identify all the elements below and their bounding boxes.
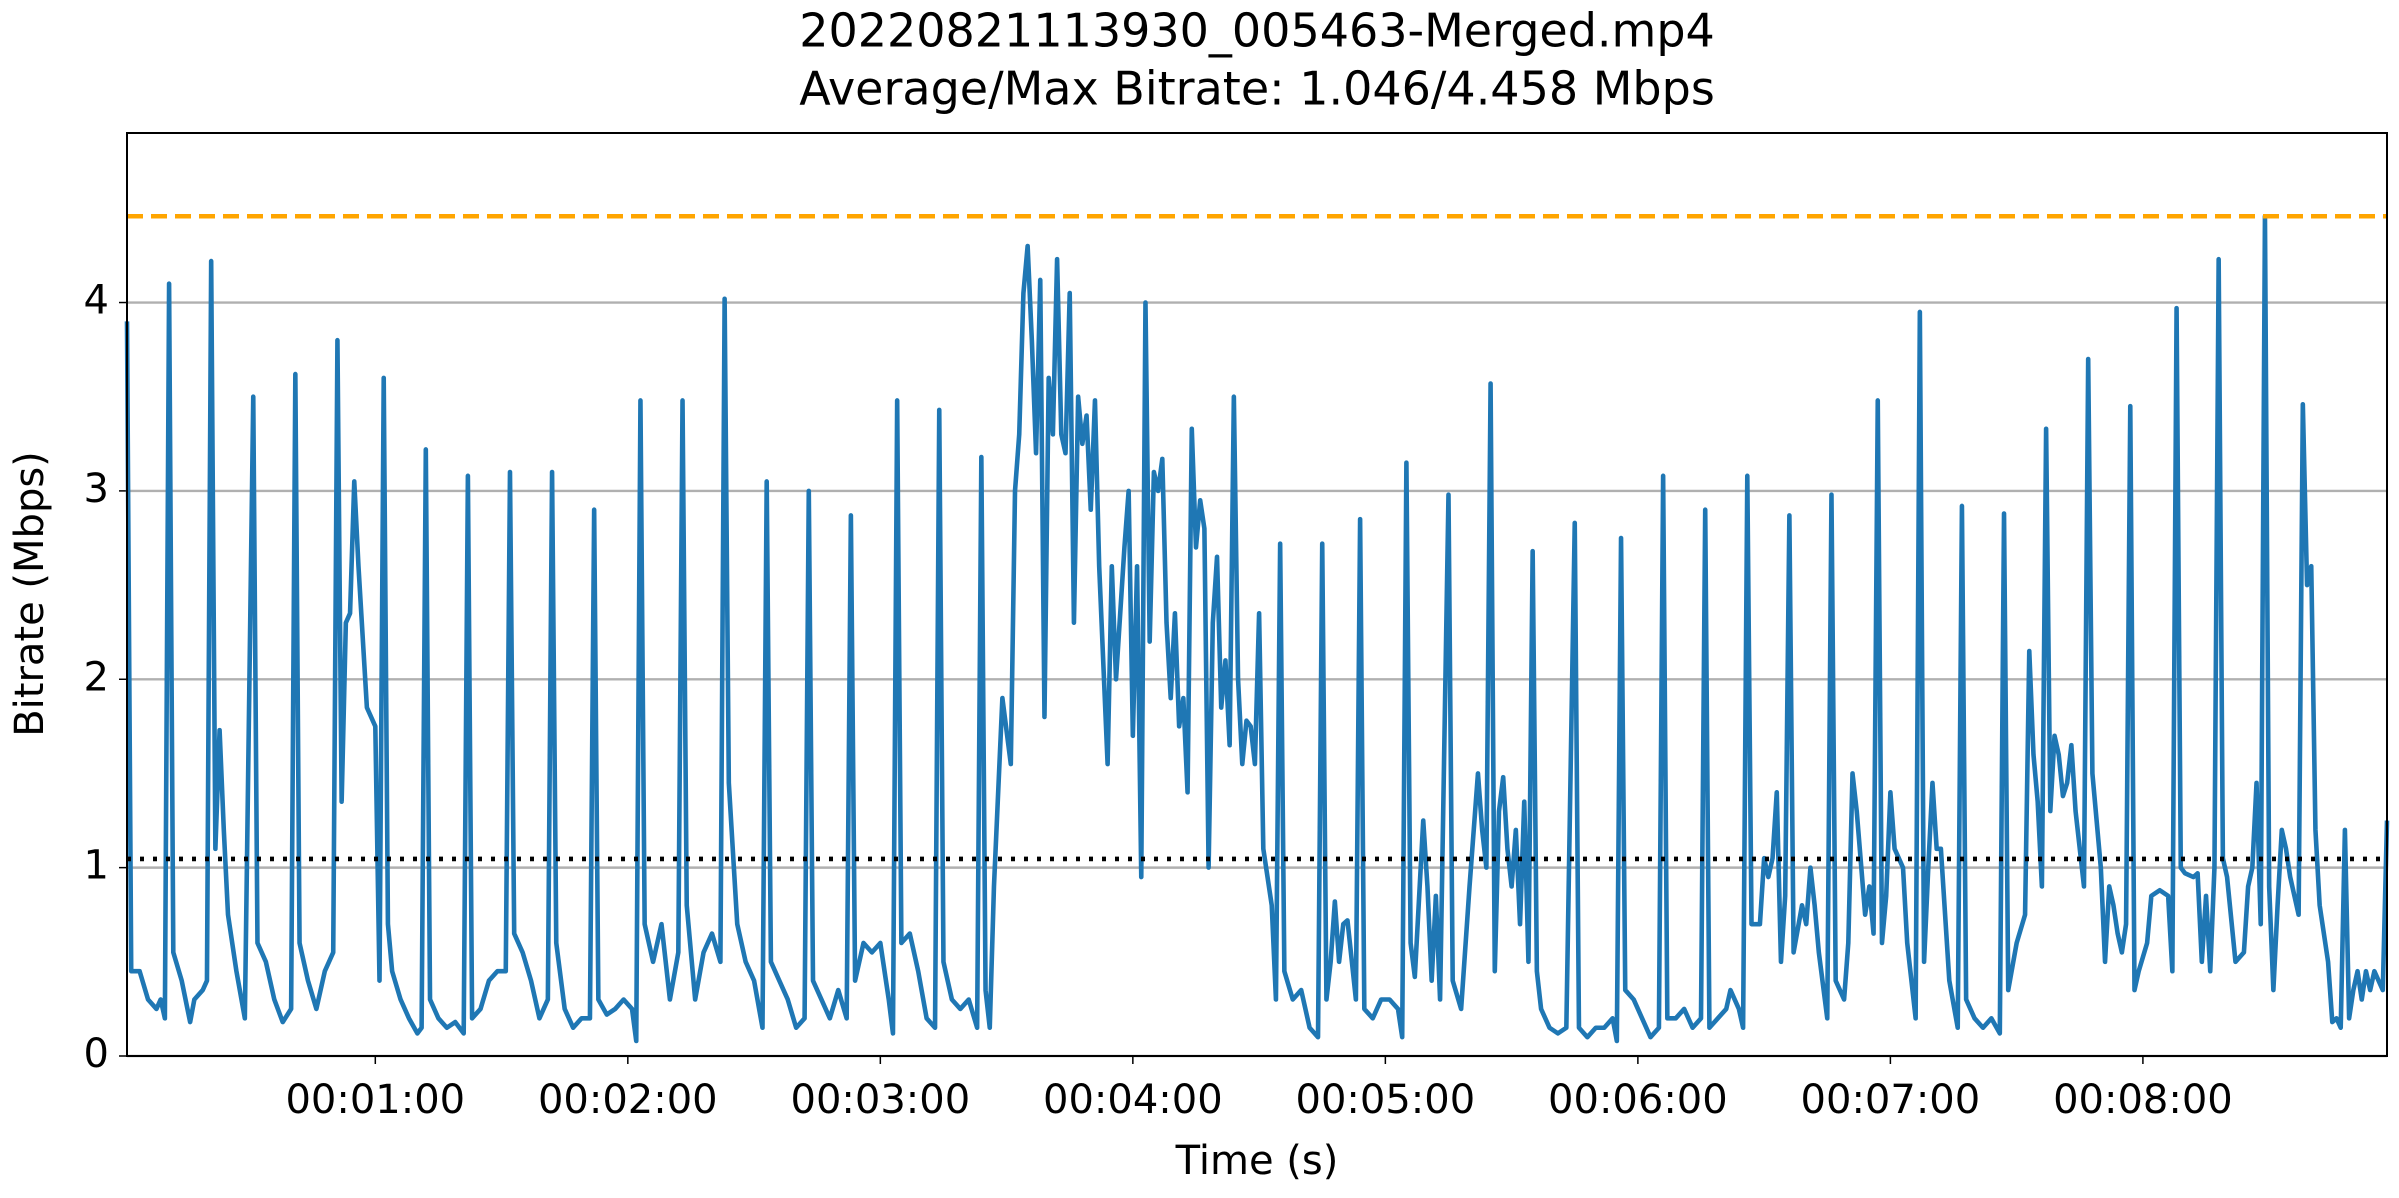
- y-tick-label: 4: [84, 278, 109, 324]
- plot-frame: [126, 132, 2388, 1057]
- y-tick-label: 2: [84, 654, 109, 700]
- data-line: [124, 213, 2390, 1044]
- x-tick-label: 00:08:00: [2053, 1077, 2233, 1123]
- y-tick-label: 0: [84, 1031, 109, 1077]
- chart-title: 20220821113930_005463-Merged.mp4: [799, 4, 1715, 58]
- x-tick-label: 00:02:00: [538, 1077, 718, 1123]
- y-axis-label: Bitrate (Mbps): [7, 451, 53, 737]
- x-axis-label: Time (s): [1175, 1138, 1339, 1184]
- x-tick-label: 00:01:00: [285, 1077, 465, 1123]
- x-tick-label: 00:05:00: [1296, 1077, 1476, 1123]
- x-tick-label: 00:06:00: [1548, 1077, 1728, 1123]
- x-tick-label: 00:03:00: [791, 1077, 971, 1123]
- x-tick-label: 00:07:00: [1801, 1077, 1981, 1123]
- y-tick-label: 3: [84, 466, 109, 512]
- x-tick-label: 00:04:00: [1043, 1077, 1223, 1123]
- y-tick-label: 1: [84, 843, 109, 889]
- chart-subtitle: Average/Max Bitrate: 1.046/4.458 Mbps: [799, 62, 1715, 116]
